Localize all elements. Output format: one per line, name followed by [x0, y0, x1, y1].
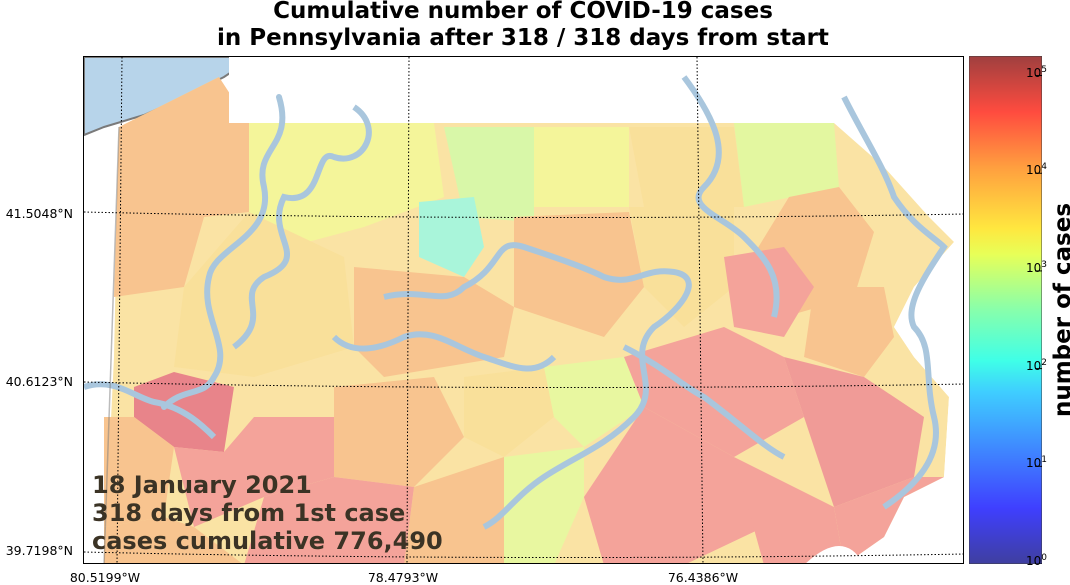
colorbar: [969, 56, 1042, 564]
colorbar-gradient: [969, 56, 1042, 564]
county-north-5: [734, 123, 839, 207]
colorbar-tick-label: 103: [1026, 259, 1048, 275]
colorbar-tick-label: 104: [1026, 162, 1048, 178]
river-allegheny: [161, 94, 286, 410]
county-ne-red: [724, 247, 814, 337]
lon-label-2: 78.4793°W: [367, 570, 439, 585]
graticule-lon-2: [406, 57, 410, 563]
county-sw-1: [104, 417, 174, 527]
county-se-2: [784, 357, 924, 507]
overlay-cumulative: cases cumulative 776,490: [92, 527, 443, 555]
county-east-1: [804, 287, 894, 377]
pennsylvania-map: [83, 56, 964, 564]
river-schuylkill: [622, 344, 786, 460]
overlay-days: 318 days from 1st case: [92, 499, 406, 527]
river-susquehanna-west: [232, 104, 372, 350]
graticule-lon-1: [116, 57, 123, 563]
state-border-west: [103, 126, 120, 563]
colorbar-tick-label: 101: [1026, 455, 1048, 471]
county-se-3: [584, 407, 764, 563]
map-canvas: [84, 57, 963, 563]
outside-ny: [229, 57, 963, 123]
colorbar-tick-label: 100: [1026, 553, 1048, 568]
colorbar-tick-label: 102: [1026, 357, 1048, 373]
river-susquehanna-north: [681, 75, 780, 318]
river-delaware: [841, 95, 948, 510]
county-sw-3: [104, 517, 242, 563]
county-north-3: [534, 127, 629, 207]
chart-title-line-2: in Pennsylvania after 318 / 318 days fro…: [217, 25, 829, 51]
county-south-2: [464, 367, 554, 457]
county-sw-2: [174, 417, 344, 527]
colorbar-label: number of cases: [1050, 202, 1070, 418]
county-central-4: [629, 207, 734, 327]
county-north-4: [629, 127, 744, 207]
county-south-6: [244, 477, 414, 563]
lat-label-2: 40.6123°N: [5, 374, 73, 389]
colorbar-tick-label: 105: [1026, 64, 1048, 80]
graticule-lat-3: [84, 551, 963, 559]
graticule-lon-3: [696, 57, 704, 563]
river-ohio: [84, 381, 217, 440]
outside-md: [806, 546, 863, 563]
lat-label-3: 39.7198°N: [5, 543, 73, 558]
lon-label-3: 76.4386°W: [667, 570, 739, 585]
county-se-5: [834, 477, 944, 563]
colorbar-tick-marks: [1035, 75, 1042, 564]
lon-label-1: 80.5199°W: [69, 570, 141, 585]
county-nw: [114, 77, 249, 297]
overlay-date: 18 January 2021: [92, 471, 312, 499]
river-juniata: [331, 331, 557, 372]
county-se-4: [734, 457, 844, 563]
county-central-3: [514, 212, 644, 337]
county-south-1: [334, 377, 464, 487]
chart-title-line-1: Cumulative number of COVID-19 cases: [273, 0, 773, 24]
county-south-5: [504, 447, 584, 563]
river-susquehanna-main: [383, 242, 692, 530]
lat-label-1: 41.5048°N: [5, 206, 73, 221]
graticule-lat-2: [84, 381, 963, 389]
county-south-3: [544, 357, 644, 447]
graticule-lat-1: [84, 211, 963, 219]
county-se-1: [624, 327, 804, 457]
